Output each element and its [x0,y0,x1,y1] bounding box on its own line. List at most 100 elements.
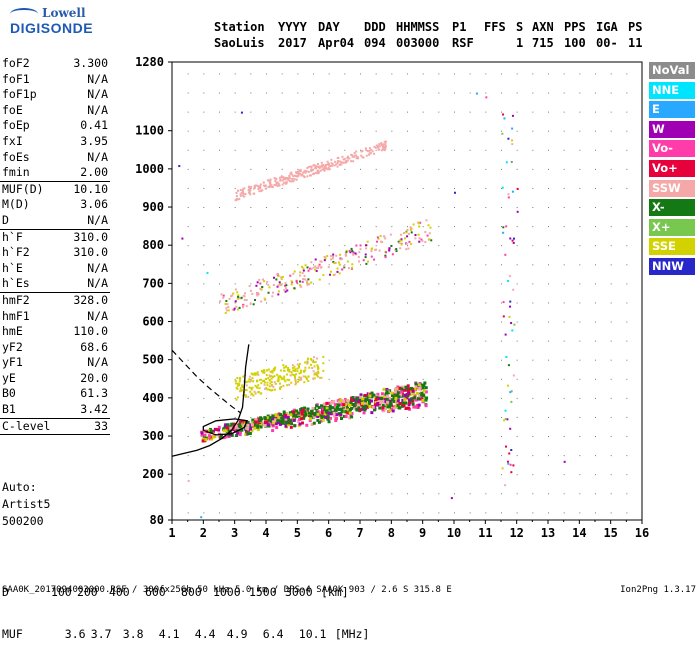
trace-point [295,373,298,376]
grid-dot [563,130,565,132]
y-tick-label: 500 [142,353,164,367]
trace-point [273,369,276,372]
y-tick-label: 80 [150,513,164,527]
trace-point [332,253,335,256]
trace-point [298,172,301,175]
trace-point [503,419,506,422]
grid-dot [203,455,205,457]
grid-dot [407,378,408,380]
auto-artist: Artist5 [2,497,51,511]
trace-point [410,242,413,245]
trace-point [273,177,276,180]
trace-point [511,329,514,332]
y-tick-label: 600 [142,315,164,329]
trace-point [318,376,321,379]
trace-point [408,240,411,243]
trace-point [366,150,369,153]
trace-point [405,242,408,245]
trace-point [418,237,421,240]
grid-dot [579,397,581,399]
trace-point [225,309,228,312]
trace-point [366,240,369,243]
trace-point [263,387,266,390]
grid-dot [407,302,408,304]
trace-point [273,381,276,384]
grid-dot [187,207,189,209]
trace-point [280,284,283,287]
trace-point [380,392,384,396]
grid-dot [328,226,330,228]
grid-dot [610,493,612,495]
trace-point [382,387,386,391]
param-value: 3.42 [80,402,108,417]
grid-dot [266,168,267,170]
param-key: B0 [2,386,16,401]
footer-file-info: SAA0K_2017094003000.RSF / 300fx256h 50 k… [2,585,452,595]
trace-point [378,249,381,252]
trace-point [283,176,286,179]
trace-point [331,257,334,260]
trace-point [263,424,267,428]
trace-point [414,234,417,237]
trace-point [213,427,217,431]
trace-point [265,417,269,421]
trace-point [377,396,381,400]
grid-dot [579,73,581,75]
legend-item-vo: Vo- [649,140,695,158]
grid-dot [297,207,299,209]
param-row: hmF1 N/A [0,309,110,325]
trace-point [510,390,513,393]
trace-point [317,371,320,374]
trace-point [304,361,307,364]
hdr-day-label: DAY [318,20,340,34]
trace-point [296,411,300,415]
trace-point [376,236,379,239]
trace-point [281,179,284,182]
trace-point [382,143,385,146]
grid-dot [532,512,534,514]
trace-point [318,278,321,281]
trace-point [249,390,252,393]
trace-point [357,260,360,263]
trace-point [313,377,316,380]
trace-point [380,149,383,152]
grid-dot [469,493,471,495]
trace-point [272,376,275,379]
grid-dot [516,378,518,380]
grid-dot [485,359,487,361]
grid-dot [485,149,487,151]
trace-point [290,283,293,286]
grid-dot [391,474,393,476]
grid-dot [219,416,220,418]
grid-dot [266,493,267,495]
trace-point [284,413,288,417]
grid-dot [485,187,487,189]
trace-point [342,161,345,164]
grid-dot [360,264,361,266]
grid-dot [595,493,596,495]
grid-dot [532,359,534,361]
grid-dot [297,359,299,361]
grid-dot [642,436,643,438]
trace-point [324,165,327,168]
x-tick-label: 15 [603,526,617,540]
grid-dot [454,397,455,399]
trace-point [376,392,380,396]
trace-point [350,153,353,156]
grid-dot [344,111,346,113]
trace-point [406,394,410,398]
grid-dot [626,359,628,361]
trace-point [400,385,404,389]
trace-point [295,178,298,181]
trace-point [320,376,323,379]
trace-point [384,142,387,145]
grid-dot [281,397,283,399]
trace-point [320,260,323,263]
trace-point [331,164,334,167]
param-value: N/A [87,276,108,291]
trace-point [237,295,240,298]
trace-point [384,144,387,147]
trace-point [251,386,254,389]
outlier-point [454,191,456,194]
trace-point [281,176,284,179]
